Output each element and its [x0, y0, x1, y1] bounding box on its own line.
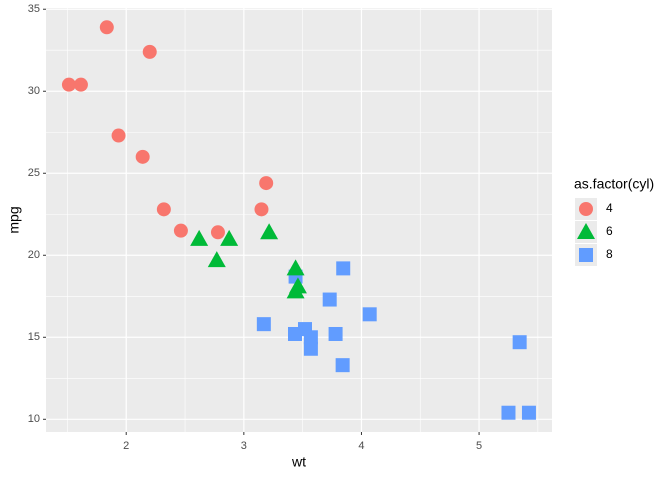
point: [254, 202, 269, 217]
x-tick-label: 3: [241, 440, 247, 452]
point: [328, 326, 343, 341]
x-tick-label: 5: [476, 440, 482, 452]
point: [335, 358, 350, 373]
panel: [46, 8, 552, 432]
point: [207, 251, 226, 268]
point: [256, 317, 271, 332]
legend-key: [579, 202, 593, 216]
point: [73, 77, 88, 92]
point: [156, 202, 171, 217]
point: [286, 259, 305, 276]
y-tick-label: 25: [28, 167, 40, 179]
point: [135, 149, 150, 164]
x-tick-label: 4: [358, 440, 364, 452]
point: [362, 307, 377, 322]
y-tick-label: 30: [28, 85, 40, 97]
point: [303, 330, 318, 345]
legend-label: 4: [606, 201, 613, 215]
point: [99, 20, 114, 35]
legend-key: [579, 248, 593, 262]
legend-label: 6: [606, 224, 613, 238]
point: [521, 405, 536, 420]
point: [142, 44, 157, 59]
point: [512, 335, 527, 350]
y-tick-label: 35: [28, 3, 40, 15]
y-tick-label: 15: [28, 331, 40, 343]
point: [336, 261, 351, 276]
point: [220, 229, 239, 246]
x-axis-title: wt: [291, 454, 306, 470]
point: [210, 225, 225, 240]
point: [173, 223, 188, 238]
legend-key: [577, 223, 595, 239]
legend-label: 8: [606, 247, 613, 261]
point: [501, 405, 516, 420]
y-tick-label: 20: [28, 249, 40, 261]
y-axis-title: mpg: [6, 206, 22, 233]
point: [61, 77, 76, 92]
point: [288, 326, 303, 341]
point: [322, 292, 337, 307]
legend-title: as.factor(cyl): [574, 176, 654, 192]
point: [111, 128, 126, 143]
point: [260, 223, 279, 240]
y-tick-label: 10: [28, 413, 40, 425]
point: [190, 229, 209, 246]
point: [303, 341, 318, 356]
point: [286, 282, 305, 299]
point: [259, 176, 274, 191]
x-tick-label: 2: [123, 440, 129, 452]
